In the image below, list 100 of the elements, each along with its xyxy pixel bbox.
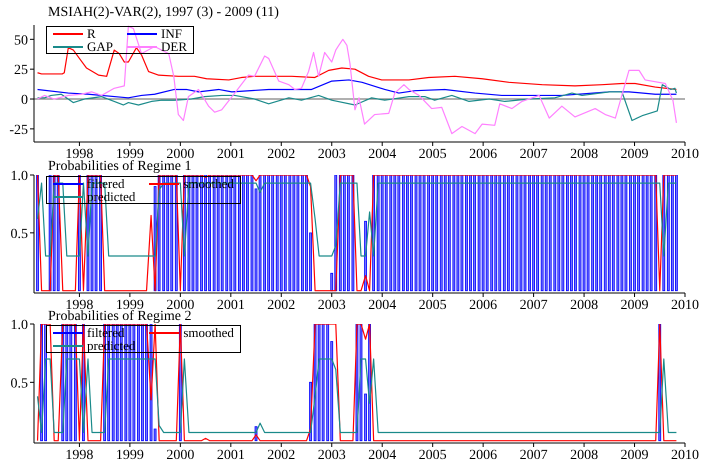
- bar: [578, 175, 582, 292]
- bar: [452, 175, 456, 292]
- bar: [586, 175, 590, 292]
- bar: [633, 175, 636, 292]
- bar: [570, 175, 573, 292]
- bar: [516, 175, 518, 292]
- x-tick-label: 2009: [620, 448, 649, 463]
- x-tick-label: 2005: [418, 298, 447, 313]
- bar: [305, 175, 308, 292]
- y-tick-label: 50: [14, 33, 28, 48]
- bar: [574, 175, 577, 292]
- legend-label: GAP: [87, 39, 114, 54]
- bar: [637, 175, 640, 292]
- bar: [528, 175, 531, 292]
- bar: [456, 175, 460, 292]
- bar: [582, 175, 586, 292]
- bar: [402, 175, 405, 292]
- bar: [242, 175, 245, 292]
- x-tick-label: 2007: [520, 146, 548, 162]
- x-tick-label: 2002: [267, 448, 296, 463]
- x-tick-label: 2005: [418, 448, 447, 463]
- x-tick-label: 2000: [166, 448, 194, 463]
- bar: [642, 175, 644, 292]
- bar: [561, 175, 564, 292]
- line-series: [36, 26, 678, 134]
- x-tick-label: 2006: [469, 146, 498, 162]
- bar: [646, 175, 649, 292]
- bar: [675, 175, 678, 292]
- bar: [296, 175, 300, 292]
- x-tick-label: 2007: [520, 448, 548, 463]
- x-tick-label: 1999: [116, 448, 144, 463]
- x-tick-label: 2004: [368, 298, 396, 313]
- bar: [629, 175, 632, 292]
- y-tick-label: 0: [21, 92, 28, 108]
- y-tick-label: 0.5: [10, 226, 28, 242]
- x-tick-label: 2007: [520, 298, 548, 313]
- legend-label: DER: [161, 39, 188, 54]
- y-tick-label: -25: [9, 122, 28, 138]
- bar: [506, 175, 510, 292]
- y-tick-label: 25: [14, 63, 28, 78]
- x-tick-label: 2005: [418, 146, 447, 162]
- x-tick-label: 2010: [671, 448, 699, 463]
- bar: [465, 175, 468, 292]
- bar: [406, 175, 409, 292]
- x-tick-label: 2000: [166, 146, 194, 162]
- bar: [301, 175, 304, 292]
- bar: [322, 324, 325, 442]
- y-tick-label: 1.0: [10, 168, 28, 184]
- x-tick-label: 2004: [368, 146, 396, 162]
- line-series: [36, 84, 678, 122]
- chart-title: MSIAH(2)-VAR(2), 1997 (3) - 2009 (11): [48, 5, 279, 21]
- bar: [591, 175, 594, 292]
- bar: [137, 324, 140, 442]
- line-series: [36, 324, 678, 442]
- bar: [616, 175, 620, 292]
- x-tick-label: 2002: [267, 298, 296, 313]
- bar: [520, 175, 522, 292]
- bar: [418, 175, 422, 292]
- bar: [469, 175, 472, 292]
- x-tick-label: 2003: [318, 298, 346, 313]
- y-tick-label: 0.5: [10, 376, 28, 392]
- bar: [309, 232, 312, 292]
- bar: [238, 175, 241, 292]
- y-tick-label: 1.0: [10, 318, 28, 333]
- bar: [318, 324, 321, 442]
- x-tick-label: 2006: [469, 448, 498, 463]
- x-tick-label: 2009: [620, 298, 649, 313]
- legend-label: R: [87, 26, 96, 41]
- bar: [346, 175, 350, 292]
- bar: [566, 175, 569, 292]
- bar: [246, 175, 249, 292]
- bar: [482, 175, 485, 292]
- bar: [154, 428, 156, 442]
- bar: [624, 175, 628, 292]
- x-tick-label: 2002: [267, 146, 296, 162]
- x-tick-label: 2006: [469, 298, 498, 313]
- bar: [263, 175, 266, 292]
- bar: [422, 175, 426, 292]
- x-tick-label: 2001: [216, 448, 245, 463]
- line-series: [36, 358, 678, 434]
- bar: [250, 175, 254, 292]
- bar: [524, 175, 526, 292]
- x-tick-label: 2003: [318, 146, 346, 162]
- bar: [510, 175, 514, 292]
- x-tick-label: 2003: [318, 448, 346, 463]
- x-tick-label: 2004: [368, 448, 396, 463]
- bar: [473, 175, 476, 292]
- bar: [267, 175, 270, 292]
- bar: [141, 324, 144, 442]
- bar: [145, 324, 148, 442]
- x-tick-label: 2008: [570, 448, 598, 463]
- bar: [410, 175, 413, 292]
- x-tick-label: 2008: [570, 146, 598, 162]
- bar: [478, 175, 480, 292]
- x-tick-label: 2010: [671, 298, 699, 313]
- x-tick-label: 2001: [216, 298, 245, 313]
- bar: [414, 175, 418, 292]
- bar: [364, 394, 367, 442]
- x-tick-label: 1998: [65, 448, 94, 463]
- bar: [536, 175, 540, 292]
